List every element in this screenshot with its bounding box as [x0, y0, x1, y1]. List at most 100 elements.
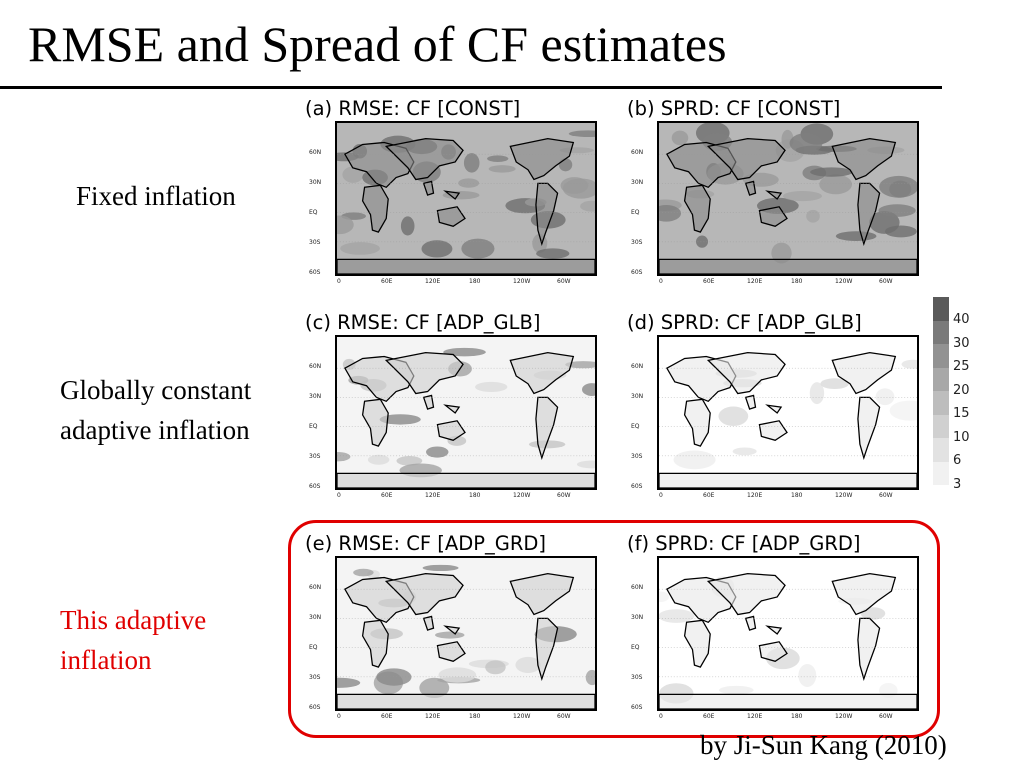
panel-title: (a) RMSE: CF [CONST]: [305, 97, 521, 120]
color-legend: 40 30 25 20 15 10 6 3: [933, 297, 1013, 491]
legend-swatch: [933, 320, 949, 344]
legend-swatch: [933, 297, 949, 321]
latitude-label: 30N: [309, 614, 322, 621]
latitude-label: EQ: [631, 644, 640, 651]
longitude-label: 60E: [703, 713, 715, 720]
map-panel-c: (c) RMSE: CF [ADP_GLB] 60N 30N EQ 30S 60S 0 60…: [305, 311, 597, 511]
longitude-label: 120W: [513, 713, 531, 720]
longitude-label: 180: [469, 278, 481, 285]
longitude-label: 0: [337, 278, 341, 285]
legend-label: 10: [953, 429, 970, 445]
longitude-label: 120E: [425, 492, 441, 499]
latitude-label: 60S: [309, 483, 321, 490]
row-label-global-line2: adaptive inflation: [60, 415, 250, 445]
longitude-label: 60W: [557, 492, 571, 499]
row-label-adaptive-line2: inflation: [60, 645, 152, 675]
map-panel-e: (e) RMSE: CF [ADP_GRD] 60N 30N EQ 30S 60S 0 60…: [305, 532, 597, 732]
latitude-label: 60N: [309, 363, 322, 370]
longitude-label: 60E: [381, 278, 393, 285]
panel-title: (f) SPRD: CF [ADP_GRD]: [627, 532, 861, 555]
legend-colorbar: [933, 297, 949, 485]
longitude-label: 60E: [703, 278, 715, 285]
legend-label: 30: [953, 335, 970, 351]
longitude-label: 60W: [557, 713, 571, 720]
latitude-label: EQ: [309, 423, 318, 430]
latitude-label: 30N: [631, 614, 644, 621]
panel-title: (e) RMSE: CF [ADP_GRD]: [305, 532, 547, 555]
longitude-label: 60E: [381, 492, 393, 499]
longitude-label: 120W: [835, 713, 853, 720]
world-map: [335, 335, 597, 490]
panel-title: (b) SPRD: CF [CONST]: [627, 97, 841, 120]
longitude-label: 60W: [557, 278, 571, 285]
latitude-label: 30S: [631, 674, 643, 681]
longitude-label: 0: [659, 713, 663, 720]
longitude-label: 180: [791, 278, 803, 285]
legend-swatch: [933, 367, 949, 391]
legend-label: 20: [953, 382, 970, 398]
longitude-label: 120E: [425, 713, 441, 720]
latitude-label: 30S: [309, 674, 321, 681]
legend-label: 3: [953, 476, 962, 492]
longitude-label: 180: [469, 492, 481, 499]
longitude-label: 180: [791, 492, 803, 499]
latitude-label: 60N: [631, 149, 644, 156]
longitude-label: 60W: [879, 713, 893, 720]
world-map: [657, 121, 919, 276]
longitude-label: 120E: [747, 278, 763, 285]
map-panel-a: (a) RMSE: CF [CONST] 60N 30N EQ 30S 60S 0 60E 1…: [305, 97, 597, 297]
latitude-label: 60N: [309, 584, 322, 591]
latitude-label: 60S: [309, 269, 321, 276]
latitude-label: EQ: [309, 644, 318, 651]
slide-title: RMSE and Spread of CF estimates: [28, 16, 727, 72]
latitude-label: 60N: [631, 584, 644, 591]
longitude-label: 60E: [703, 492, 715, 499]
legend-swatch: [933, 391, 949, 415]
longitude-label: 180: [791, 713, 803, 720]
latitude-label: 30S: [309, 453, 321, 460]
legend-label: 15: [953, 406, 970, 421]
latitude-label: EQ: [309, 209, 318, 216]
legend-swatch: [933, 461, 949, 485]
latitude-label: 60N: [631, 363, 644, 370]
latitude-label: 30N: [309, 179, 322, 186]
longitude-label: 60W: [879, 278, 893, 285]
longitude-label: 60E: [381, 713, 393, 720]
row-label-adaptive-line1: This adaptive: [60, 605, 207, 635]
map-panel-d: (d) SPRD: CF [ADP_GLB] 60N 30N EQ 30S 60S 0 60…: [627, 311, 919, 511]
longitude-label: 120E: [747, 492, 763, 499]
longitude-label: 0: [337, 713, 341, 720]
latitude-label: EQ: [631, 209, 640, 216]
longitude-label: 120W: [513, 492, 531, 499]
longitude-label: 120W: [513, 278, 531, 285]
latitude-label: 30S: [309, 239, 321, 246]
legend-swatch: [933, 344, 949, 368]
longitude-label: 0: [337, 492, 341, 499]
world-map: [657, 335, 919, 490]
world-map: [335, 556, 597, 711]
legend-swatch: [933, 414, 949, 438]
latitude-label: 30N: [309, 393, 322, 400]
highlight-box: [288, 520, 940, 738]
longitude-label: 0: [659, 492, 663, 499]
row-label-global-line1: Globally constant: [60, 375, 252, 405]
map-panel-f: (f) SPRD: CF [ADP_GRD] 60N 30N EQ 30S 60S 0 60…: [627, 532, 919, 732]
longitude-label: 0: [659, 278, 663, 285]
longitude-label: 180: [469, 713, 481, 720]
longitude-label: 120W: [835, 278, 853, 285]
world-map: [657, 556, 919, 711]
latitude-label: 30S: [631, 453, 643, 460]
latitude-label: 60S: [631, 483, 643, 490]
panel-title: (c) RMSE: CF [ADP_GLB]: [305, 311, 541, 334]
row-label-fixed: Fixed inflation: [76, 181, 236, 211]
legend-swatch: [933, 438, 949, 462]
latitude-label: 60S: [309, 704, 321, 711]
latitude-label: 60S: [631, 704, 643, 711]
longitude-label: 120E: [747, 713, 763, 720]
latitude-label: 30N: [631, 393, 644, 400]
longitude-label: 120E: [425, 278, 441, 285]
latitude-label: EQ: [631, 423, 640, 430]
legend-label: 25: [953, 359, 970, 374]
panel-title: (d) SPRD: CF [ADP_GLB]: [627, 311, 862, 334]
legend-label: 40: [953, 312, 970, 327]
